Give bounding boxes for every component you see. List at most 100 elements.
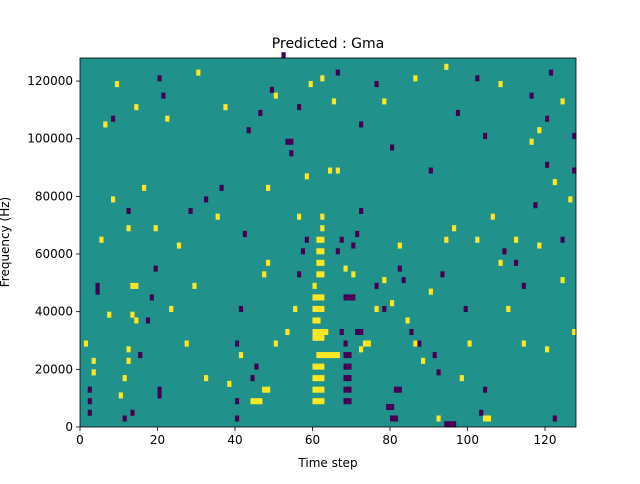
heatmap-cell: [316, 305, 321, 312]
y-tick-label: 100000: [27, 132, 73, 146]
heatmap-cell: [223, 104, 228, 111]
heatmap-cell: [335, 69, 340, 76]
heatmap-cell: [138, 352, 143, 359]
heatmap-cell: [351, 294, 356, 301]
x-tick-label: 0: [76, 433, 84, 447]
heatmap-cell: [254, 398, 259, 405]
heatmap-cell: [204, 196, 209, 203]
heatmap-cell: [529, 92, 534, 99]
heatmap-cell: [390, 144, 395, 151]
y-tick-label: 80000: [35, 189, 73, 203]
heatmap-cell: [320, 305, 325, 312]
heatmap-cell: [339, 236, 344, 243]
heatmap-cell: [335, 167, 340, 174]
heatmap-cell: [514, 236, 519, 243]
heatmap-cell: [401, 277, 406, 284]
heatmap-cell: [560, 277, 565, 284]
heatmap-cell: [413, 340, 418, 347]
heatmap-cell: [285, 328, 290, 336]
heatmap-cell: [215, 213, 220, 220]
heatmap-cell: [490, 213, 495, 220]
heatmap-cell: [483, 132, 488, 140]
heatmap-cell: [316, 375, 321, 382]
heatmap-cell: [250, 398, 255, 405]
heatmap-cell: [312, 386, 317, 393]
heatmap-cell: [343, 340, 348, 347]
heatmap-cell: [568, 196, 573, 203]
heatmap-cell: [502, 248, 507, 255]
heatmap-cell: [145, 317, 151, 324]
heatmap-cell: [312, 294, 317, 301]
heatmap-cell: [324, 328, 329, 336]
heatmap-cell: [312, 375, 317, 382]
heatmap-cell: [479, 409, 484, 416]
heatmap-cell: [285, 138, 290, 145]
heatmap-cell: [413, 75, 418, 82]
heatmap-cell: [297, 104, 302, 111]
heatmap-cell: [436, 415, 441, 422]
heatmap-cell: [107, 311, 112, 318]
heatmap-cell: [300, 248, 306, 255]
x-axis-label: Time step: [297, 456, 357, 470]
heatmap-cell: [238, 305, 244, 312]
heatmap-cell: [320, 363, 325, 370]
heatmap-cell: [165, 115, 170, 122]
y-tick-label: 0: [65, 420, 73, 434]
heatmap-cell: [192, 282, 197, 289]
heatmap-cell: [320, 271, 325, 278]
heatmap-cell: [157, 386, 162, 393]
heatmap-cell: [463, 305, 468, 312]
heatmap-cell: [320, 352, 325, 359]
heatmap-cell: [304, 173, 309, 180]
x-tick-label: 120: [534, 433, 557, 447]
heatmap-cell: [95, 282, 100, 289]
heatmap-cell: [316, 294, 321, 301]
heatmap-cell: [130, 311, 135, 318]
heatmap-cell: [545, 161, 550, 168]
heatmap-cell: [266, 259, 271, 266]
x-tick-label: 40: [227, 433, 242, 447]
heatmap-cell: [320, 75, 325, 82]
heatmap-cell: [134, 104, 139, 111]
heatmap-cell: [134, 282, 139, 289]
heatmap-cell: [103, 121, 108, 128]
x-tick-label: 80: [382, 433, 397, 447]
heatmap-cell: [312, 334, 317, 341]
heatmap-cell: [328, 167, 333, 174]
heatmap-cell: [316, 317, 321, 324]
heatmap-cell: [343, 294, 348, 301]
heatmap-cell: [235, 398, 240, 405]
y-tick-label: 60000: [35, 247, 73, 261]
heatmap-cell: [316, 386, 321, 393]
y-tick-label: 20000: [35, 362, 73, 376]
heatmap-cell: [320, 334, 325, 341]
heatmap-cell: [560, 98, 565, 105]
heatmap-cell: [293, 305, 298, 312]
heatmap-cell: [281, 52, 286, 59]
heatmap-cell: [308, 81, 313, 88]
heatmap-cell: [297, 271, 302, 278]
heatmap-cell: [184, 340, 189, 347]
heatmap-cell: [320, 328, 325, 336]
heatmap-cell: [87, 386, 92, 393]
heatmap-cell: [238, 352, 244, 359]
heatmap-cell: [483, 415, 488, 422]
heatmap-cell: [122, 415, 127, 422]
heatmap-cell: [452, 421, 457, 428]
heatmap-cell: [405, 317, 410, 324]
heatmap-cell: [126, 225, 131, 232]
heatmap-cells: [83, 52, 577, 428]
heatmap-cell: [169, 305, 174, 312]
heatmap-cell: [316, 236, 321, 243]
chart-title: Predicted : Gma: [272, 36, 384, 52]
heatmap-cell: [347, 398, 352, 405]
heatmap-cell: [320, 236, 325, 243]
heatmap-cell: [316, 328, 321, 336]
heatmap-cell: [572, 167, 577, 174]
y-tick-label: 120000: [27, 74, 73, 88]
heatmap-cell: [428, 288, 433, 295]
heatmap-cell: [246, 127, 251, 134]
heatmap-cell: [417, 340, 422, 347]
heatmap-cell: [548, 69, 554, 76]
